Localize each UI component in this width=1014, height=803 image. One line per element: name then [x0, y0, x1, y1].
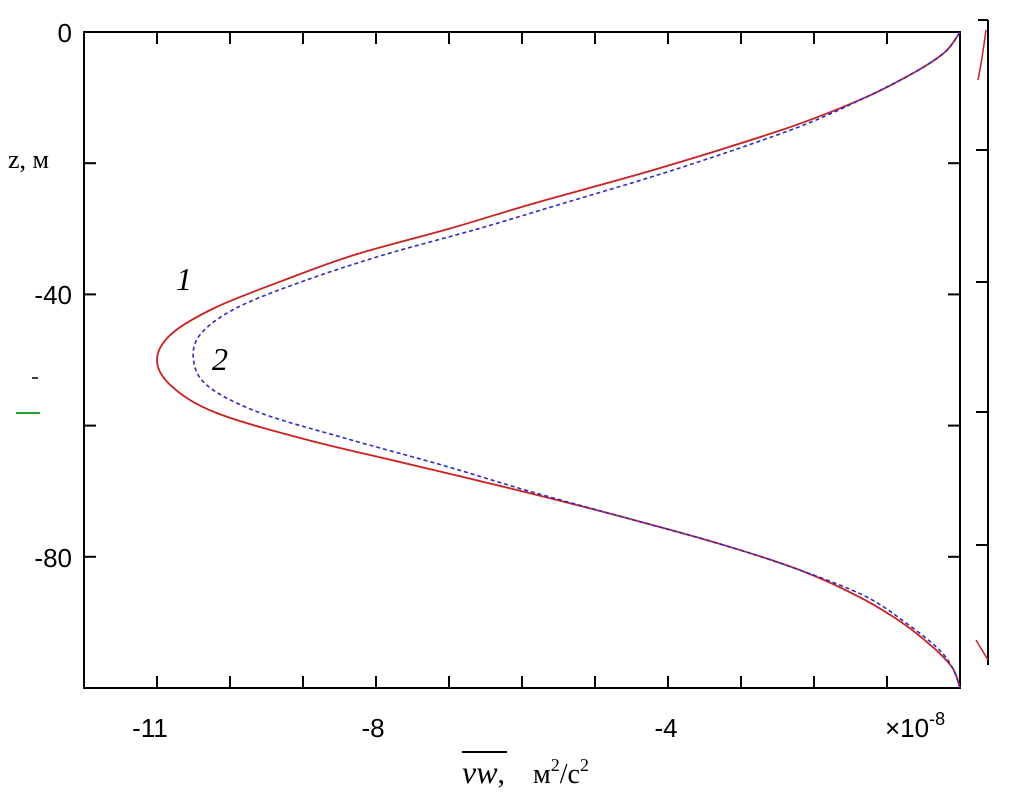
x-axis-label-unit-sup2: 2 — [580, 755, 589, 775]
x-axis-label-unit-sup1: 2 — [551, 755, 560, 775]
right-strip-curve-bottom — [975, 639, 989, 661]
curves — [156, 31, 961, 689]
x-tick-label-minus11: -11 — [132, 713, 168, 743]
y-tick-label-minus40: -40 — [34, 280, 72, 310]
axis-ticks — [84, 31, 961, 689]
x-scale-base: ×10 — [885, 713, 929, 743]
curve-label-2: 2 — [212, 341, 228, 377]
y-tick-label-0: 0 — [58, 18, 72, 48]
y-axis-label: z, м — [8, 145, 49, 174]
x-axis-label-sep: , — [498, 757, 506, 790]
x-axis-label: vw, м2/с2 — [462, 754, 589, 790]
x-scale-exponent: -8 — [929, 709, 945, 729]
right-strip-curve-top — [977, 29, 987, 81]
x-axis-label-unit-mid: /с — [560, 759, 580, 790]
x-axis-label-unit: м — [533, 759, 551, 790]
series-line-1 — [156, 31, 961, 689]
x-axis-label-variable: vw — [462, 754, 498, 790]
x-tick-label-minus4: -4 — [654, 713, 677, 743]
y-tick-label-minus80: -80 — [34, 543, 72, 573]
x-scale-factor: ×10-8 — [885, 709, 945, 743]
curve-label-1: 1 — [176, 261, 192, 297]
x-tick-label-minus8: -8 — [361, 713, 384, 743]
